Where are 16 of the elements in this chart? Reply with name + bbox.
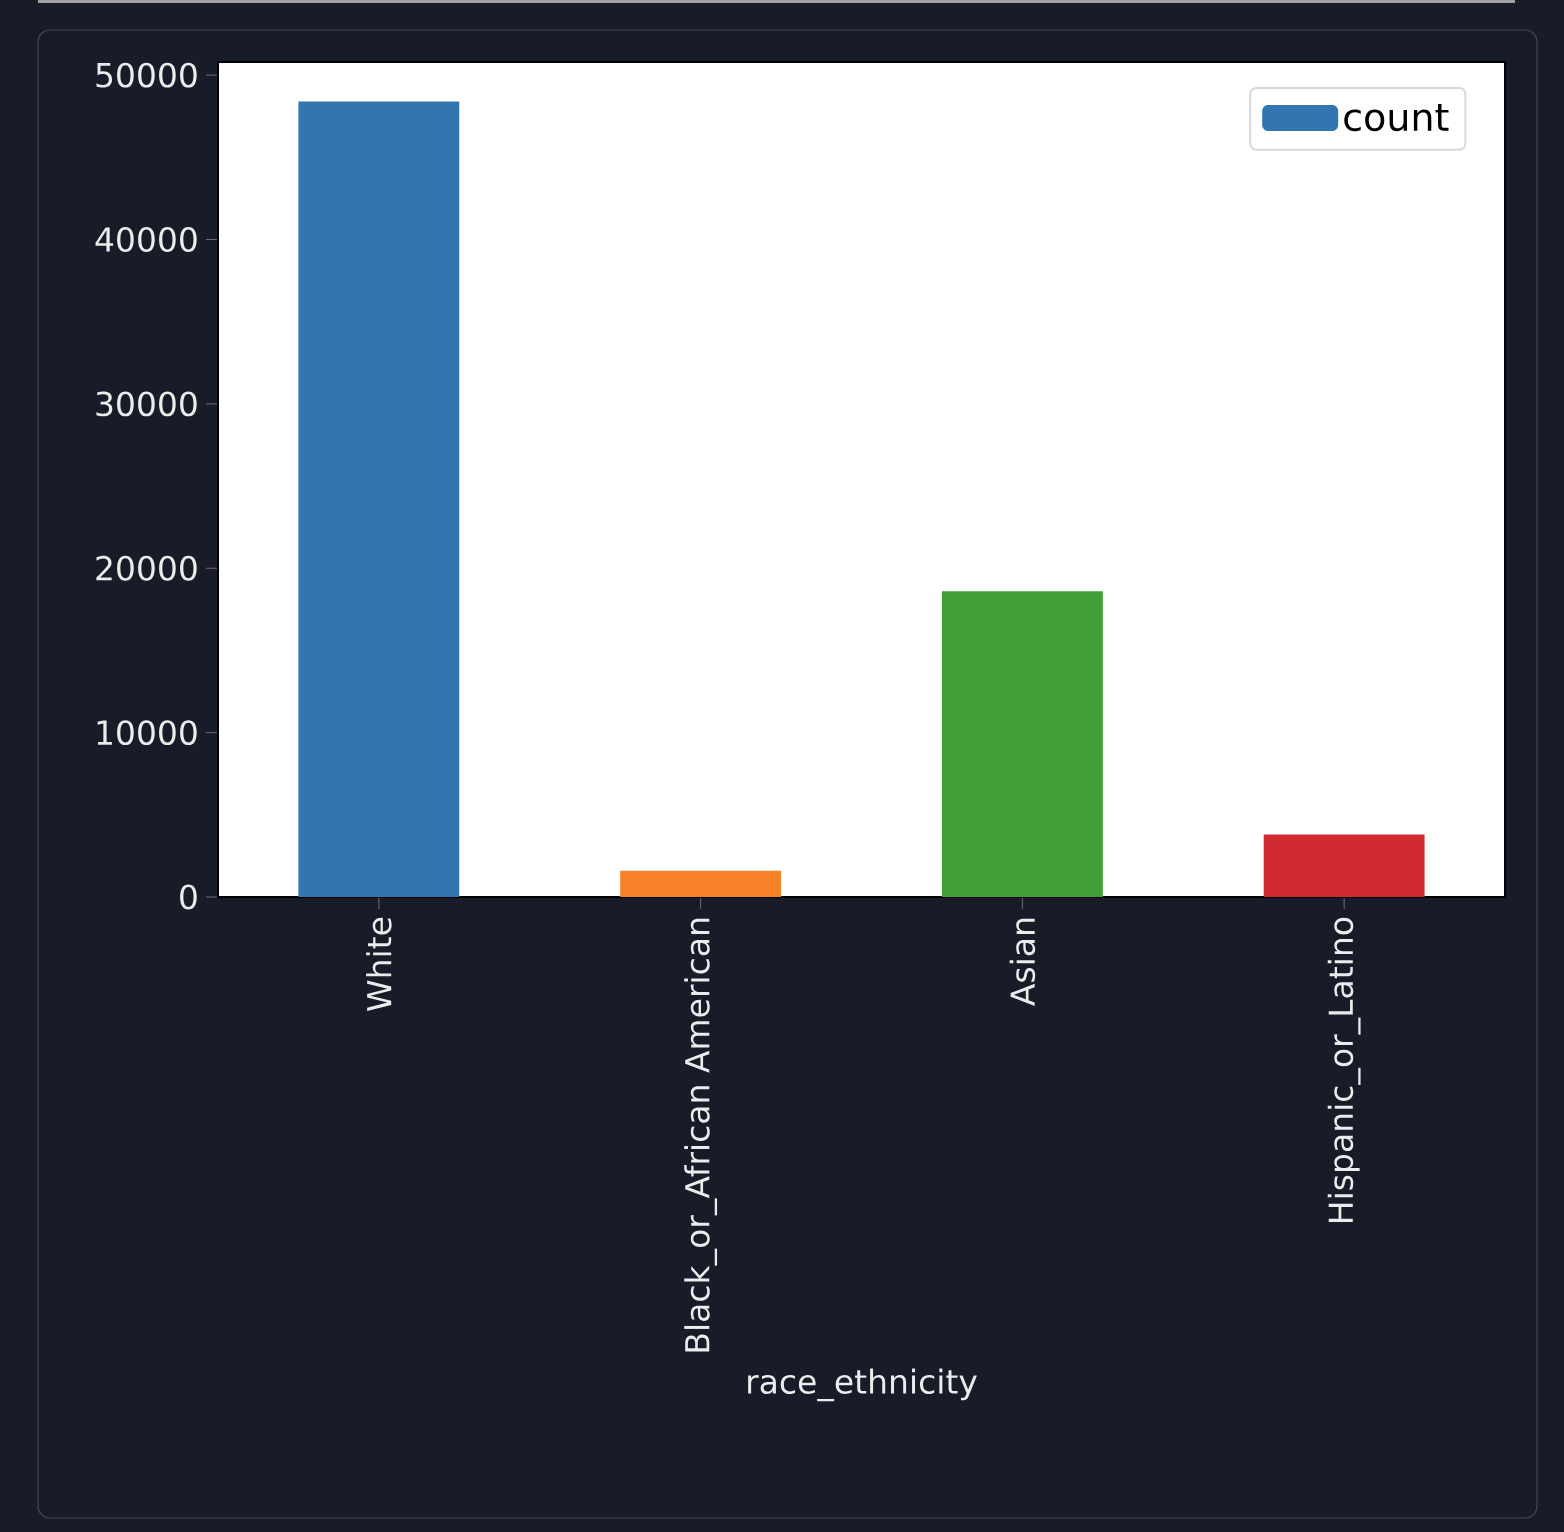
x-axis-title: race_ethnicity — [748, 1368, 977, 1402]
x-tick-label: White — [366, 917, 392, 1011]
bar — [941, 591, 1103, 897]
legend-label: count — [1344, 104, 1449, 132]
x-tick-label: Hispanic_or_Latino — [1327, 917, 1361, 1222]
y-tick-label: 40000 — [95, 227, 197, 252]
y-tick-label: 10000 — [97, 720, 197, 746]
bar — [298, 101, 460, 897]
y-tick-label: 50000 — [96, 62, 197, 88]
y-tick-label: 0 — [180, 884, 197, 910]
x-tick-label: Asian — [1009, 918, 1036, 1006]
x-tick-label: Black_or_African American — [684, 918, 718, 1352]
bar — [1263, 834, 1425, 897]
y-tick-label: 20000 — [96, 555, 197, 581]
y-tick-label: 30000 — [96, 391, 197, 417]
bar — [620, 870, 782, 897]
